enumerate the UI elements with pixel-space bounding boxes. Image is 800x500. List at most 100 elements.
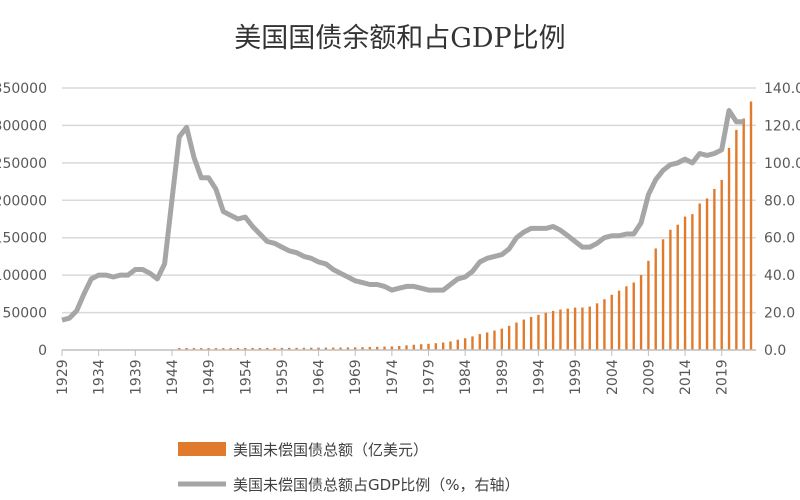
- debt-bar: [742, 118, 745, 350]
- debt-bar: [449, 341, 452, 350]
- debt-bar: [244, 347, 247, 350]
- debt-bar: [698, 203, 701, 350]
- debt-bar: [515, 322, 518, 350]
- debt-bar: [669, 229, 672, 350]
- x-tick-label: 2004: [605, 359, 621, 395]
- debt-bar: [588, 306, 591, 350]
- left-axis-tick-label: 100000: [0, 268, 47, 284]
- debt-bar: [346, 347, 350, 350]
- left-axis-tick-label: 250000: [0, 156, 47, 172]
- debt-bar: [288, 347, 291, 350]
- debt-bar: [610, 294, 613, 350]
- debt-bar: [229, 348, 232, 350]
- debt-bar: [251, 347, 254, 350]
- debt-bar: [683, 216, 687, 350]
- debt-bar: [625, 286, 628, 350]
- legend-label-bar: 美国未偿国债总额（亿美元）: [233, 441, 428, 459]
- right-axis-tick-label: 120.0: [764, 118, 800, 134]
- debt-bar: [566, 308, 569, 350]
- x-tick-label: 1979: [422, 359, 438, 395]
- debt-bar: [383, 346, 386, 350]
- gridlines: [62, 87, 756, 314]
- left-axis-tick-label: 150000: [0, 231, 47, 247]
- legend-swatch-bar: [178, 442, 226, 456]
- debt-bar: [361, 347, 364, 350]
- debt-bar: [493, 330, 496, 350]
- debt-bar: [559, 309, 562, 350]
- debt-bar: [705, 198, 709, 350]
- debt-bar: [207, 348, 210, 350]
- debt-bar: [375, 346, 379, 350]
- debt-bar: [258, 347, 262, 350]
- debt-bar: [192, 348, 196, 350]
- left-axis-tick-label: 0: [38, 343, 47, 359]
- x-tick-label: 1949: [202, 359, 218, 395]
- right-axis-tick-label: 0.0: [764, 343, 786, 359]
- debt-bar: [266, 347, 269, 350]
- bar-series: [178, 101, 753, 350]
- debt-bar: [603, 299, 606, 350]
- debt-bar: [302, 347, 306, 350]
- legend: 美国未偿国债总额（亿美元） 美国未偿国债总额占GDP比例（%，右轴）: [178, 441, 519, 494]
- debt-bar: [749, 101, 753, 350]
- x-tick-label: 1999: [568, 359, 584, 395]
- debt-bar: [280, 347, 284, 350]
- debt-bar: [178, 348, 181, 350]
- x-tick-label: 1939: [128, 359, 144, 395]
- debt-bar: [676, 224, 679, 350]
- debt-bar: [317, 347, 320, 350]
- x-tick-label: 1929: [55, 359, 71, 395]
- debt-bar: [456, 339, 460, 350]
- legend-label-line: 美国未偿国债总额占GDP比例（%，右轴）: [233, 476, 519, 494]
- debt-bar: [200, 348, 203, 350]
- debt-bar: [214, 348, 218, 350]
- debt-to-gdp-line: [61, 108, 744, 323]
- debt-bar: [339, 347, 342, 350]
- debt-bar: [463, 338, 467, 350]
- x-tick-label: 1954: [238, 359, 254, 395]
- debt-bar: [544, 312, 547, 350]
- debt-bar: [427, 343, 430, 350]
- debt-bar: [273, 347, 276, 350]
- right-axis-tick-label: 20.0: [764, 306, 795, 322]
- debt-bar: [551, 310, 555, 350]
- debt-bar: [310, 347, 313, 350]
- debt-bar: [573, 307, 577, 350]
- x-tick-label: 2014: [678, 359, 694, 395]
- debt-bar: [222, 348, 225, 350]
- debt-bar: [617, 290, 621, 350]
- debt-bar: [295, 347, 298, 350]
- x-tick-label: 1964: [312, 359, 328, 395]
- debt-bar: [507, 325, 511, 350]
- x-tick-label: 1984: [458, 359, 474, 395]
- debt-bar: [691, 214, 694, 350]
- axes: 0 0.0 50000 20.0 100000 40.0 150000 60.0 200000 8…: [0, 81, 800, 395]
- x-tick-label: 1974: [385, 359, 401, 395]
- debt-bar: [419, 344, 423, 350]
- debt-bar: [647, 260, 650, 350]
- left-axis-tick-label: 50000: [2, 306, 47, 322]
- x-tick-label: 1994: [531, 359, 547, 395]
- x-tick-label: 2009: [641, 359, 657, 395]
- debt-bar: [390, 346, 394, 350]
- chart-title: 美国国债余额和占GDP比例: [234, 23, 565, 54]
- debt-bar: [397, 346, 401, 350]
- debt-bar: [441, 342, 445, 350]
- x-tick-label: 1944: [165, 359, 181, 395]
- debt-bar: [354, 347, 357, 350]
- left-axis-tick-label: 350000: [0, 81, 47, 97]
- debt-bar: [595, 303, 599, 350]
- x-tick-label: 1989: [495, 359, 511, 395]
- debt-bar: [581, 307, 584, 350]
- right-axis-tick-label: 100.0: [764, 156, 800, 172]
- debt-bar: [405, 345, 408, 350]
- x-tick-label: 1959: [275, 359, 291, 395]
- debt-bar: [185, 347, 188, 350]
- line-series: [61, 108, 744, 323]
- debt-bar: [500, 328, 503, 350]
- debt-bar: [632, 282, 635, 350]
- debt-bar: [727, 147, 731, 350]
- debt-bar: [720, 179, 723, 350]
- debt-bar: [735, 129, 738, 350]
